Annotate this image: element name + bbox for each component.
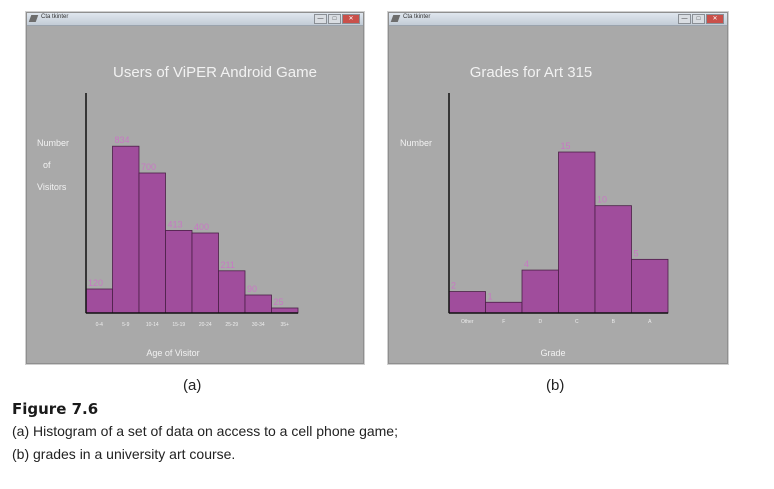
bar-5-9: [112, 145, 140, 314]
bar-value-label: 413: [168, 219, 183, 229]
y-axis-label: Number: [37, 138, 69, 148]
chart-window-a: Cta tkinter — □ ✕ Users of ViPER Android…: [26, 12, 364, 364]
bar-25-29: [218, 270, 246, 314]
x-tick-label: F: [502, 319, 505, 325]
bar-15-19: [165, 229, 193, 314]
window-title: Cta tkinter: [41, 14, 69, 20]
x-tick-label: 0-4: [96, 322, 103, 328]
x-tick-label: 20-24: [199, 322, 212, 328]
bar-value-label: 400: [194, 222, 209, 232]
bar-value-label: 211: [221, 260, 235, 270]
minimize-button[interactable]: —: [678, 14, 691, 24]
bar-20-24: [191, 232, 219, 314]
bar-value-label: 5: [634, 248, 639, 258]
bar-value-label: 90: [247, 284, 257, 294]
close-button[interactable]: ✕: [706, 14, 724, 24]
x-tick-label: B: [612, 319, 616, 325]
bar-A: [631, 258, 669, 314]
x-tick-label: C: [575, 319, 579, 325]
bar-C: [558, 151, 596, 314]
window-titlebar: Cta tkinter — □ ✕: [389, 13, 727, 26]
x-tick-label: 15-19: [172, 322, 185, 328]
histogram-visitors: Users of ViPER Android Game Number of Visit…: [37, 64, 317, 358]
bar-value-label: 1: [488, 291, 493, 301]
x-axis-label: Grade: [540, 348, 565, 358]
bar-0-4: [85, 288, 113, 314]
bar-D: [521, 269, 559, 314]
y-axis-label: Number: [400, 138, 432, 148]
chart-title: Grades for Art 315: [470, 64, 593, 81]
bar-value-label: 700: [141, 162, 156, 172]
y-axis-label: Visitors: [37, 182, 67, 192]
x-axis-label: Age of Visitor: [146, 348, 199, 358]
window-title: Cta tkinter: [403, 14, 431, 20]
bar-value-label: 15: [561, 141, 571, 151]
x-tick-label: 25-29: [225, 322, 238, 328]
feather-icon: [28, 15, 39, 22]
chart-window-b: Cta tkinter — □ ✕ Grades for Art 315 Numb…: [388, 12, 728, 364]
bar-value-label: 120: [88, 278, 103, 288]
bar-value-label: 4: [524, 259, 529, 269]
y-axis-label: of: [43, 160, 51, 170]
maximize-button[interactable]: □: [692, 14, 705, 24]
histogram-grades: Grades for Art 315 Number 2 Other 1 F 4 D 15 C 10 B…: [400, 64, 669, 358]
bar-value-label: 2: [451, 281, 456, 291]
window-titlebar: Cta tkinter — □ ✕: [27, 13, 363, 26]
x-tick-label: A: [648, 319, 652, 325]
figure-title: Figure 7.6: [12, 400, 99, 418]
bar-Other: [448, 291, 486, 314]
minimize-button[interactable]: —: [314, 14, 327, 24]
bar-30-34: [244, 294, 272, 314]
subfigure-label-b: (b): [546, 377, 565, 394]
x-tick-label: Other: [461, 319, 474, 325]
x-tick-label: 35+: [281, 322, 290, 328]
x-tick-label: D: [538, 319, 542, 325]
x-tick-label: 5-9: [122, 322, 129, 328]
bar-B: [594, 205, 632, 314]
bar-10-14: [138, 172, 166, 314]
x-tick-label: 30-34: [252, 322, 265, 328]
maximize-button[interactable]: □: [328, 14, 341, 24]
figure-caption-line-2: (b) grades in a university art course.: [12, 446, 236, 462]
bar-value-label: 10: [597, 195, 607, 205]
chart-title: Users of ViPER Android Game: [113, 64, 317, 81]
close-button[interactable]: ✕: [342, 14, 360, 24]
x-tick-label: 10-14: [146, 322, 159, 328]
subfigure-label-a: (a): [183, 377, 202, 394]
bar-F: [485, 301, 523, 314]
bar-value-label: 834: [115, 135, 130, 145]
figure-caption-line-1: (a) Histogram of a set of data on access…: [12, 423, 398, 439]
feather-icon: [390, 15, 401, 22]
bar-value-label: 25: [274, 297, 284, 307]
